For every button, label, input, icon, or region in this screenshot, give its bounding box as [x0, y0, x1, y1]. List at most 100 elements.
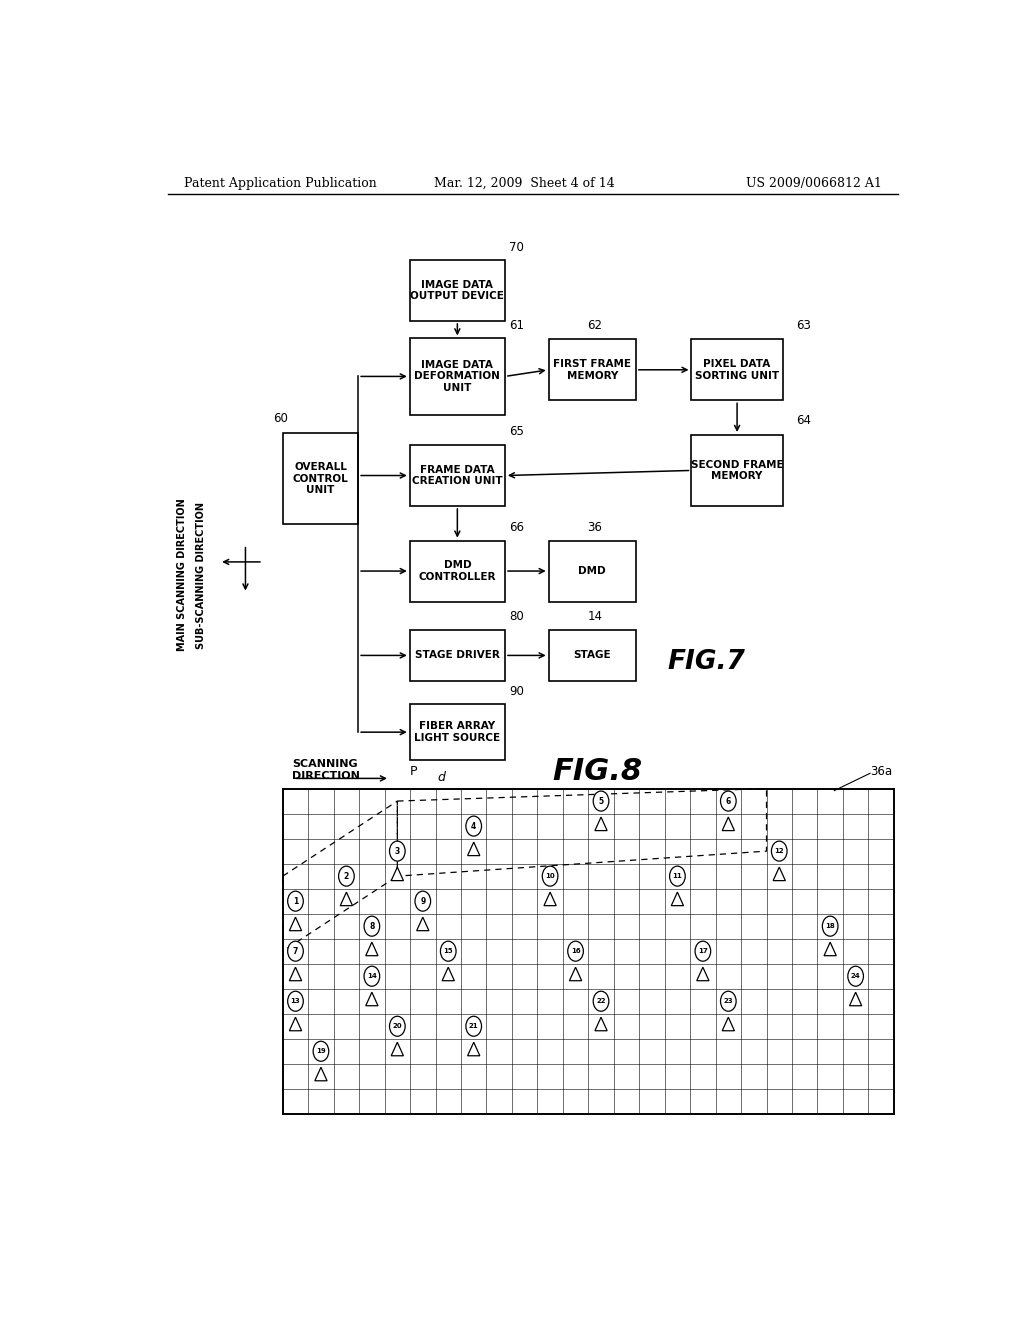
- Text: 20: 20: [392, 1023, 402, 1030]
- Polygon shape: [672, 892, 684, 906]
- Text: SECOND FRAME
MEMORY: SECOND FRAME MEMORY: [691, 459, 783, 482]
- Text: 11: 11: [673, 873, 682, 879]
- Text: d: d: [437, 771, 445, 784]
- Bar: [691, 434, 782, 506]
- Polygon shape: [722, 1018, 734, 1031]
- Text: 19: 19: [316, 1048, 326, 1055]
- Text: FIG.8: FIG.8: [553, 756, 643, 785]
- Text: 60: 60: [273, 412, 288, 425]
- Polygon shape: [696, 968, 709, 981]
- Circle shape: [567, 941, 584, 961]
- Bar: [410, 541, 505, 602]
- Circle shape: [543, 866, 558, 886]
- Text: OVERALL
CONTROL
UNIT: OVERALL CONTROL UNIT: [293, 462, 348, 495]
- Polygon shape: [391, 1043, 403, 1056]
- Circle shape: [365, 916, 380, 936]
- Text: 14: 14: [588, 610, 602, 623]
- Polygon shape: [773, 867, 785, 880]
- Circle shape: [670, 866, 685, 886]
- Text: 21: 21: [469, 1023, 478, 1030]
- Circle shape: [288, 991, 303, 1011]
- Polygon shape: [290, 1018, 302, 1031]
- Text: 24: 24: [851, 973, 860, 979]
- Polygon shape: [366, 993, 378, 1006]
- Circle shape: [313, 1041, 329, 1061]
- Polygon shape: [468, 1043, 480, 1056]
- Bar: [410, 338, 505, 414]
- Circle shape: [466, 816, 481, 836]
- Circle shape: [771, 841, 787, 861]
- Text: IMAGE DATA
DEFORMATION
UNIT: IMAGE DATA DEFORMATION UNIT: [415, 360, 501, 393]
- Circle shape: [466, 1016, 481, 1036]
- Bar: [410, 445, 505, 506]
- Text: 70: 70: [509, 242, 524, 253]
- Text: 9: 9: [420, 896, 425, 906]
- Text: 63: 63: [797, 319, 811, 333]
- Circle shape: [822, 916, 838, 936]
- Polygon shape: [417, 917, 429, 931]
- Text: FIBER ARRAY
LIGHT SOURCE: FIBER ARRAY LIGHT SOURCE: [415, 721, 501, 743]
- Text: 36a: 36a: [870, 764, 892, 777]
- Text: 7: 7: [293, 946, 298, 956]
- Text: 10: 10: [545, 873, 555, 879]
- Text: 6: 6: [726, 796, 731, 805]
- Polygon shape: [595, 1018, 607, 1031]
- Text: 5: 5: [598, 796, 603, 805]
- Polygon shape: [850, 993, 862, 1006]
- Text: 65: 65: [509, 425, 524, 438]
- Text: FIRST FRAME
MEMORY: FIRST FRAME MEMORY: [553, 359, 631, 380]
- Polygon shape: [290, 917, 302, 931]
- Text: 22: 22: [596, 998, 606, 1005]
- Text: 61: 61: [509, 319, 524, 333]
- Polygon shape: [569, 968, 582, 981]
- Text: STAGE DRIVER: STAGE DRIVER: [415, 651, 500, 660]
- Bar: [410, 630, 505, 681]
- Bar: [410, 704, 505, 760]
- Text: DMD
CONTROLLER: DMD CONTROLLER: [419, 560, 496, 582]
- Text: 16: 16: [570, 948, 581, 954]
- Bar: [549, 541, 636, 602]
- Text: 17: 17: [698, 948, 708, 954]
- Circle shape: [389, 841, 406, 861]
- Text: FRAME DATA
CREATION UNIT: FRAME DATA CREATION UNIT: [412, 465, 503, 486]
- Text: IMAGE DATA
OUTPUT DEVICE: IMAGE DATA OUTPUT DEVICE: [411, 280, 504, 301]
- Circle shape: [695, 941, 711, 961]
- Bar: [283, 433, 358, 524]
- Circle shape: [848, 966, 863, 986]
- Text: 2: 2: [344, 871, 349, 880]
- Text: 13: 13: [291, 998, 300, 1005]
- Text: SCANNING
DIRECTION: SCANNING DIRECTION: [292, 759, 360, 781]
- Text: STAGE: STAGE: [573, 651, 611, 660]
- Text: 1: 1: [293, 896, 298, 906]
- Text: 8: 8: [370, 921, 375, 931]
- Circle shape: [339, 866, 354, 886]
- Text: PIXEL DATA
SORTING UNIT: PIXEL DATA SORTING UNIT: [695, 359, 779, 380]
- Circle shape: [721, 791, 736, 810]
- Text: 18: 18: [825, 923, 835, 929]
- Text: US 2009/0066812 A1: US 2009/0066812 A1: [746, 177, 882, 190]
- Polygon shape: [290, 968, 302, 981]
- Polygon shape: [468, 842, 480, 855]
- Bar: [410, 260, 505, 321]
- Text: 64: 64: [797, 413, 811, 426]
- Text: P: P: [410, 764, 418, 777]
- Circle shape: [721, 991, 736, 1011]
- Circle shape: [365, 966, 380, 986]
- Text: 12: 12: [774, 849, 784, 854]
- Text: 3: 3: [394, 846, 400, 855]
- Polygon shape: [366, 942, 378, 956]
- Polygon shape: [824, 942, 837, 956]
- Text: DMD: DMD: [579, 566, 606, 576]
- Text: FIG.7: FIG.7: [668, 648, 745, 675]
- Text: 66: 66: [509, 521, 524, 535]
- Text: 4: 4: [471, 821, 476, 830]
- Text: 23: 23: [724, 998, 733, 1005]
- Polygon shape: [544, 892, 556, 906]
- Bar: [691, 339, 782, 400]
- Polygon shape: [340, 892, 352, 906]
- Circle shape: [288, 891, 303, 911]
- Polygon shape: [595, 817, 607, 830]
- Polygon shape: [314, 1068, 327, 1081]
- Text: 14: 14: [367, 973, 377, 979]
- Circle shape: [389, 1016, 406, 1036]
